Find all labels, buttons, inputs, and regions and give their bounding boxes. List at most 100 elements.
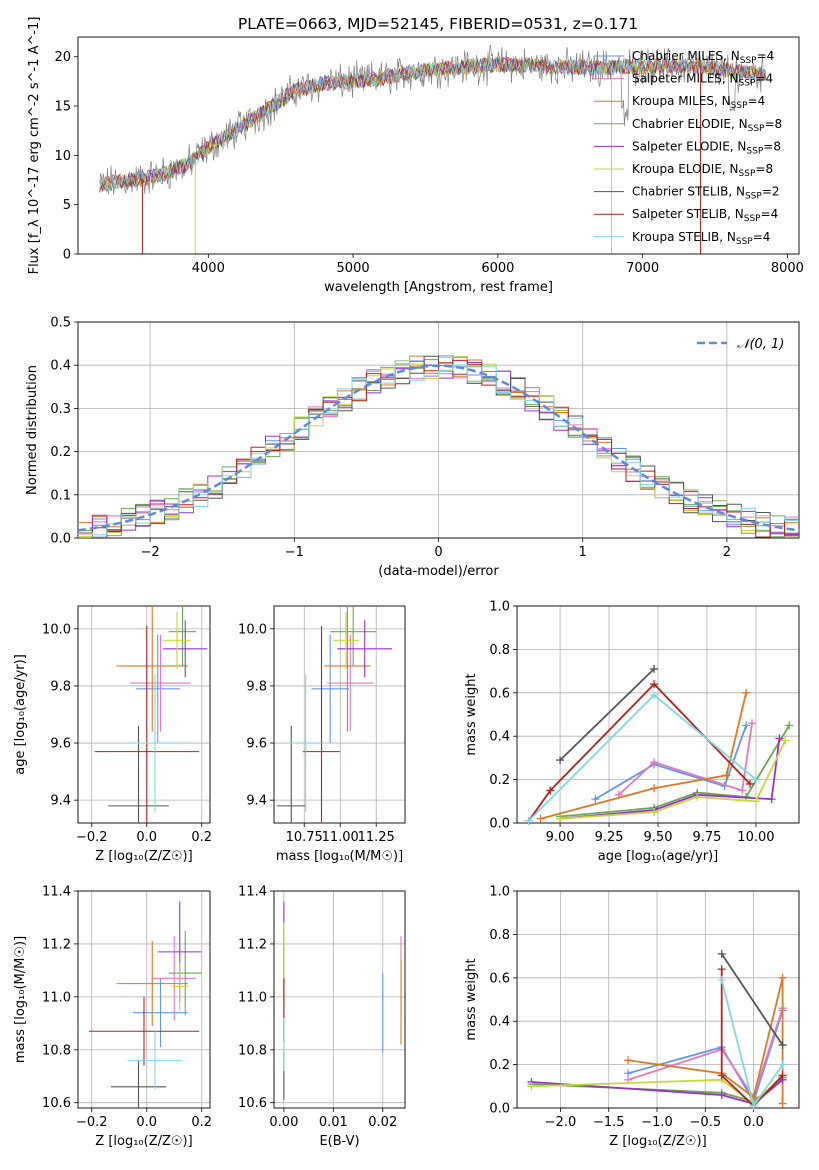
weight-marker — [717, 965, 726, 974]
y-tick-label: 0.6 — [489, 686, 510, 701]
weight-marker — [556, 814, 565, 823]
x-tick-label: 0.01 — [319, 1115, 348, 1130]
y-tick-label: 0.2 — [50, 445, 71, 460]
legend-value: =8 — [763, 139, 781, 153]
weight-line — [627, 1007, 784, 1100]
legend-subscript: SSP — [740, 56, 757, 66]
x-tick-label: 11.00 — [322, 830, 359, 845]
x-tick-label: 6000 — [481, 261, 514, 276]
errorbars — [89, 901, 202, 1108]
weight-marker — [527, 1082, 536, 1091]
legend-subscript: SSP — [746, 146, 763, 156]
weight-marker — [693, 792, 702, 801]
axes-frame — [77, 321, 800, 539]
x-axis-label: E(B-V) — [319, 1134, 359, 1149]
x-axis-label: (data-model)/error — [378, 564, 499, 579]
weight-marker — [778, 973, 787, 982]
x-tick-label: 0.0 — [743, 1115, 764, 1130]
weight-marker — [717, 949, 726, 958]
y-tick-label: 10.8 — [238, 1043, 267, 1058]
legend-entry: Salpeter MILES, NSSP=4 — [632, 72, 773, 89]
weight-marker — [778, 1060, 787, 1069]
x-tick-label: 0 — [434, 545, 442, 560]
y-tick-label: 11.0 — [42, 990, 71, 1005]
y-tick-label: 10.8 — [42, 1043, 71, 1058]
y-tick-label: 0.4 — [489, 1015, 510, 1030]
weight-line — [559, 668, 655, 761]
x-axis-label: Z [log₁₀(Z/Z☉)] — [609, 1134, 706, 1149]
y-tick-label: 0.8 — [489, 928, 510, 943]
weight-marker — [536, 814, 545, 823]
legend-entry: Salpeter ELODIE, NSSP=8 — [632, 139, 781, 156]
x-tick-label: 9.25 — [595, 830, 624, 845]
axes-frame — [516, 890, 800, 1109]
y-axis-label: mass weight — [464, 673, 479, 755]
y-tick-label: 0.5 — [50, 316, 71, 331]
errorbars — [94, 606, 208, 823]
x-tick-label: 0.0 — [136, 830, 157, 845]
y-tick-label: 10.6 — [42, 1096, 71, 1111]
axes-frame — [77, 605, 211, 824]
spectrum-lines — [99, 44, 767, 254]
legend-entry: Chabrier ELODIE, NSSP=8 — [632, 117, 782, 134]
weight-marker — [717, 1071, 726, 1080]
x-tick-label: 7000 — [626, 261, 659, 276]
weight-marker — [556, 756, 565, 765]
y-axis-label: age [log₁₀(age/yr)] — [13, 654, 28, 775]
y-tick-label: 0.4 — [50, 359, 71, 374]
spectrum-model-line — [99, 56, 767, 193]
histogram-step — [78, 355, 799, 538]
weight-line — [540, 692, 747, 820]
x-tick-label: 8000 — [771, 261, 804, 276]
legend-subscript: SSP — [748, 124, 765, 134]
y-tick-label: 0.3 — [50, 402, 71, 417]
weight-marker — [742, 688, 751, 697]
weight-vs-age-panel: 9.00 9.25 9.50 9.75 10.00 0.0 0.2 0.4 0.6 0.8 1.0 a… — [464, 600, 800, 864]
y-tick-label: 11.2 — [238, 937, 267, 952]
weight-marker — [746, 779, 755, 788]
y-tick-label: 1.0 — [489, 885, 510, 900]
legend-value: =4 — [755, 72, 773, 86]
weight-line — [618, 723, 753, 796]
histograms — [78, 355, 799, 538]
x-tick-label: −0.2 — [76, 1115, 108, 1130]
weight-line — [720, 953, 784, 1046]
legend-subscript: SSP — [731, 101, 748, 111]
y-tick-label: 0.4 — [489, 730, 510, 745]
weight-marker — [785, 721, 794, 730]
residuals-panel: −2 −1 0 1 2 0.0 0.1 0.2 0.3 0.4 0.5 (data-model)/er… — [25, 316, 800, 579]
weight-marker — [546, 786, 555, 795]
weight-marker — [748, 719, 756, 728]
x-axis-label: age [log₁₀(age/yr)] — [598, 849, 719, 864]
legend-entry: 𝒩(0, 1) — [737, 337, 784, 352]
x-tick-label: 9.00 — [546, 830, 575, 845]
weight-marker — [778, 1099, 787, 1108]
y-tick-label: 11.0 — [238, 990, 267, 1005]
x-tick-label: −2.0 — [545, 1115, 577, 1130]
y-tick-label: 0.2 — [489, 1058, 510, 1073]
y-tick-label: 0.0 — [50, 532, 71, 547]
x-tick-label: 2 — [723, 545, 731, 560]
legend-value: =8 — [755, 162, 773, 176]
legend-subscript: SSP — [745, 192, 762, 202]
legend-entry: Kroupa STELIB, NSSP=4 — [632, 230, 770, 247]
x-tick-label: −1.0 — [641, 1115, 673, 1130]
weight-marker — [778, 1071, 787, 1080]
y-tick-label: 10.0 — [238, 622, 267, 637]
legend-entry: Salpeter STELIB, NSSP=4 — [632, 207, 778, 224]
y-tick-label: 0.6 — [489, 971, 510, 986]
x-tick-label: −0.5 — [690, 1115, 722, 1130]
weight-marker — [738, 786, 747, 795]
weight-marker — [717, 1090, 726, 1099]
legend-subscript: SSP — [739, 79, 756, 89]
x-tick-label: 4000 — [192, 261, 225, 276]
x-tick-label: −1.5 — [593, 1115, 625, 1130]
y-tick-label: 5 — [63, 198, 71, 213]
weight-marker — [650, 758, 659, 767]
legend-subscript: SSP — [736, 237, 753, 247]
x-tick-label: 11.25 — [358, 830, 395, 845]
y-tick-label: 11.2 — [42, 937, 71, 952]
x-axis-label: mass [log₁₀(M/M☉)] — [276, 849, 403, 864]
y-axis-label: mass [log₁₀(M/M☉)] — [13, 936, 28, 1063]
